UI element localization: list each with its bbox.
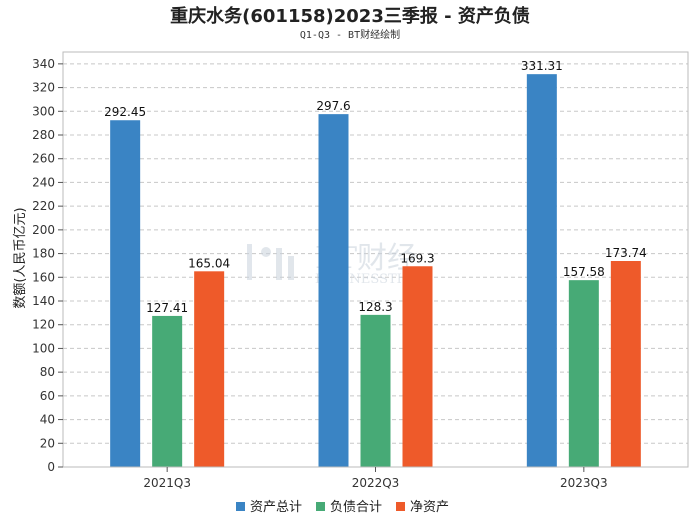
legend-swatch xyxy=(396,502,405,511)
y-tick-label: 340 xyxy=(32,57,55,71)
data-label: 297.6 xyxy=(316,99,350,113)
data-label: 331.31 xyxy=(521,59,563,73)
y-tick-label: 300 xyxy=(32,104,55,118)
chart-title: 重庆水务(601158)2023三季报 - 资产负债 xyxy=(170,5,530,27)
y-tick-label: 140 xyxy=(32,294,55,308)
y-tick-label: 60 xyxy=(40,389,55,403)
x-tick-label: 2022Q3 xyxy=(352,476,400,490)
data-label: 292.45 xyxy=(104,105,146,119)
bar-2-2021Q3 xyxy=(152,315,183,467)
y-tick-label: 280 xyxy=(32,128,55,142)
legend-label: 资产总计 xyxy=(250,500,302,515)
y-tick-label: 40 xyxy=(40,413,55,427)
bars: 292.45 127.41 165.04 297.6 128.3 169.3 331.31 1… xyxy=(104,59,647,467)
data-label: 169.3 xyxy=(400,251,434,265)
bar-1-2022Q3 xyxy=(318,114,349,467)
y-tick-label: 320 xyxy=(32,81,55,95)
data-label: 128.3 xyxy=(358,300,392,314)
watermark-logo-bar xyxy=(276,248,282,280)
data-label: 165.04 xyxy=(188,256,230,270)
axes: 0 20 40 60 80 100 120 140 160 180 200 220 240 260 280 3… xyxy=(32,51,689,490)
watermark-logo-bar xyxy=(247,244,252,280)
watermark-logo-bar xyxy=(288,256,294,280)
bar-1-2021Q3 xyxy=(110,120,141,467)
legend-label: 净资产 xyxy=(410,500,449,515)
data-label: 157.58 xyxy=(563,265,605,279)
y-axis-label: 数额(人民币亿元) xyxy=(13,207,28,308)
y-tick-label: 260 xyxy=(32,152,55,166)
bar-1-2023Q3 xyxy=(526,74,557,467)
y-tick-label: 100 xyxy=(32,341,55,355)
bar-3-2023Q3 xyxy=(610,260,641,467)
y-tick-label: 20 xyxy=(40,436,55,450)
legend-label: 负债合计 xyxy=(330,500,382,515)
y-tick-label: 120 xyxy=(32,318,55,332)
watermark-logo-dot xyxy=(261,247,271,257)
x-tick-label: 2021Q3 xyxy=(143,476,191,490)
y-tick-label: 160 xyxy=(32,270,55,284)
chart-subtitle: Q1-Q3 - BT财经绘制 xyxy=(300,28,400,41)
legend: 资产总计 负债合计 净资产 xyxy=(236,500,449,515)
y-tick-label: 80 xyxy=(40,365,55,379)
legend-swatch xyxy=(236,502,245,511)
y-tick-label: 240 xyxy=(32,175,55,189)
bar-2-2022Q3 xyxy=(360,314,391,467)
y-tick-label: 0 xyxy=(47,460,55,474)
data-label: 173.74 xyxy=(605,246,647,260)
y-tick-label: 220 xyxy=(32,199,55,213)
data-label: 127.41 xyxy=(146,301,188,315)
bar-3-2022Q3 xyxy=(402,266,433,467)
bar-3-2021Q3 xyxy=(194,271,225,467)
y-tick-label: 200 xyxy=(32,223,55,237)
y-tick-label: 180 xyxy=(32,247,55,261)
bar-2-2023Q3 xyxy=(568,280,599,467)
x-tick-label: 2023Q3 xyxy=(560,476,608,490)
legend-swatch xyxy=(316,502,325,511)
